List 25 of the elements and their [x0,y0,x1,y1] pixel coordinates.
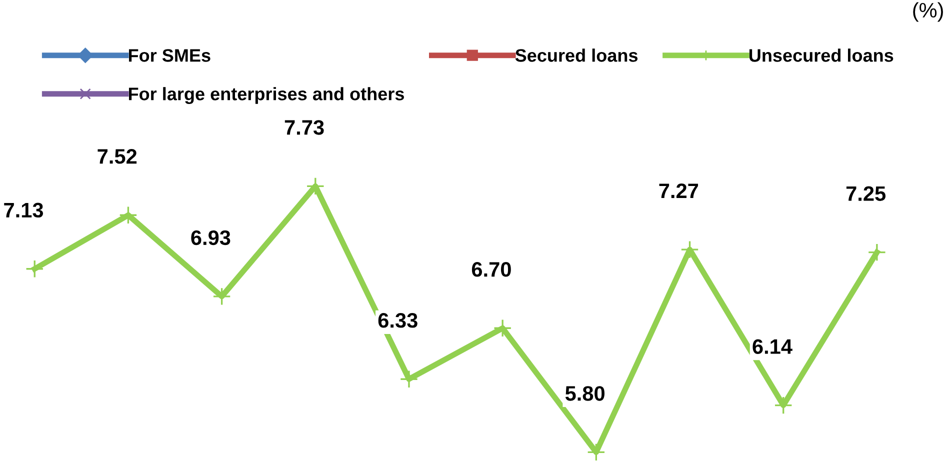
point [868,243,886,262]
point [400,370,418,388]
data-label: 7.13 [4,202,44,218]
point [680,240,699,259]
legend-label: For large enterprises and others [128,87,404,104]
data-label: 5.80 [565,386,604,401]
point [119,206,138,224]
data-label: 7.52 [98,149,137,164]
data-label: 6.70 [472,262,511,277]
legend-label: Unsecured loans [749,48,894,62]
point [774,396,793,414]
data-label: 6.14 [752,339,792,354]
data-label: 7.25 [846,186,886,201]
point [25,260,44,278]
data-label: 6.93 [191,230,230,246]
legend-label: For SMEs [128,49,210,62]
text: (%) [913,2,943,22]
data-label: 7.73 [284,120,324,135]
data-label: 7.27 [659,183,698,198]
point [493,318,512,338]
point [587,442,606,462]
point [306,177,325,196]
data-label: 6.33 [378,313,418,328]
point [212,287,231,306]
legend-label: Secured loans [515,48,638,62]
